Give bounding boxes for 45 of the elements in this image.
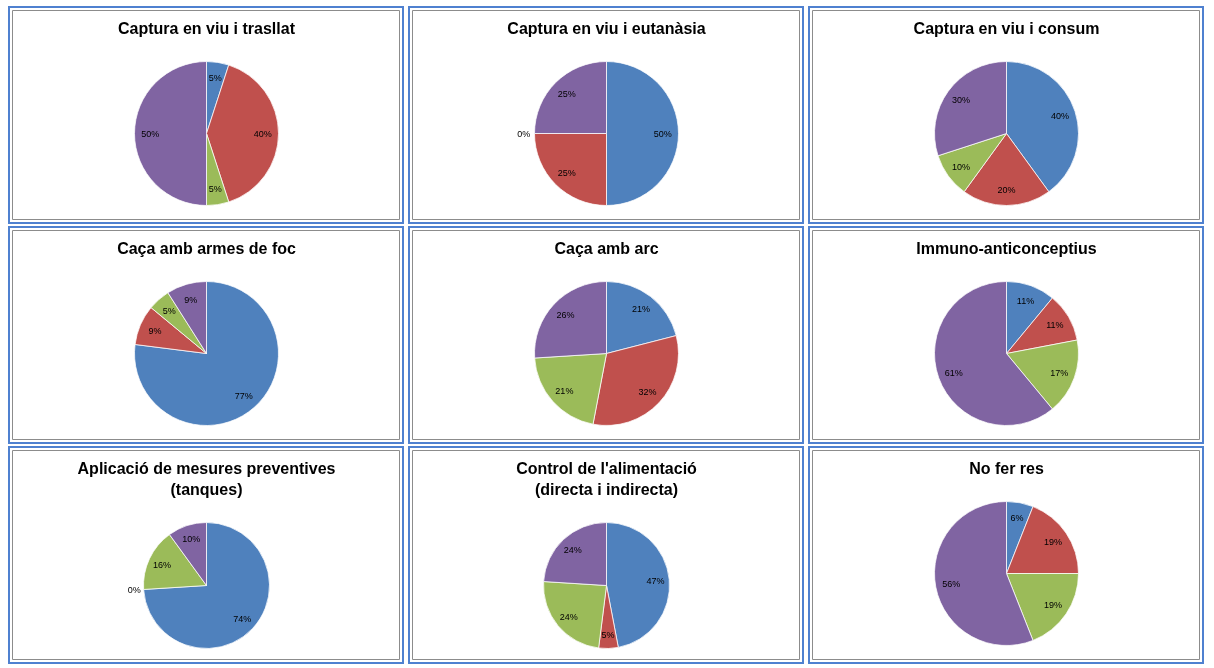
data-label: 10%	[952, 161, 971, 172]
data-label: 61%	[944, 367, 963, 378]
data-label: 40%	[253, 128, 272, 139]
data-label: 5%	[162, 306, 176, 317]
data-label: 24%	[559, 611, 578, 622]
data-label: 5%	[208, 183, 222, 194]
chart-title: Captura en viu i trasllat	[118, 19, 296, 37]
chart-title: Control de l'alimentació (directa i indirecta)	[516, 459, 698, 498]
data-label: 19%	[1043, 600, 1062, 611]
data-label: 10%	[182, 533, 201, 544]
chart-title: Caça amb armes de foc	[117, 239, 296, 257]
chart-title: Immuno-anticonceptius	[916, 239, 1097, 257]
data-label: 47%	[646, 575, 665, 586]
data-label: 5%	[208, 73, 222, 84]
data-label: 11%	[1016, 295, 1035, 306]
data-label: 77%	[234, 390, 253, 401]
text: 0%	[517, 128, 531, 139]
data-label: 30%	[952, 95, 971, 106]
chart-title: Captura en viu i consum	[913, 19, 1100, 37]
chart-title: No fer res	[969, 459, 1044, 477]
data-label: 56%	[942, 579, 961, 590]
data-label: 21%	[555, 385, 574, 396]
data-label: 19%	[1043, 536, 1062, 547]
data-label: 25%	[557, 168, 576, 179]
text: 0%	[127, 585, 141, 596]
data-label: 5%	[601, 629, 615, 640]
data-label: 24%	[563, 544, 582, 555]
data-label: 40%	[1050, 111, 1069, 122]
data-label: 20%	[997, 184, 1016, 195]
data-label: 50%	[141, 128, 160, 139]
data-label: 26%	[556, 310, 575, 321]
chart-title: Caça amb arc	[554, 239, 659, 257]
data-label: 50%	[653, 128, 672, 139]
data-label: 11%	[1046, 319, 1064, 330]
data-label: 25%	[557, 88, 576, 99]
chart-title: Aplicació de mesures preventives (tanques)	[77, 459, 336, 498]
chart-title: Captura en viu i eutanàsia	[507, 19, 706, 37]
data-label: 32%	[638, 386, 657, 397]
data-label: 17%	[1050, 367, 1069, 378]
data-label: 6%	[1010, 513, 1024, 524]
data-label: 16%	[153, 559, 172, 570]
data-label: 21%	[631, 304, 650, 315]
data-label: 9%	[148, 326, 162, 337]
data-label: 9%	[184, 294, 198, 305]
data-label: 74%	[233, 614, 252, 625]
